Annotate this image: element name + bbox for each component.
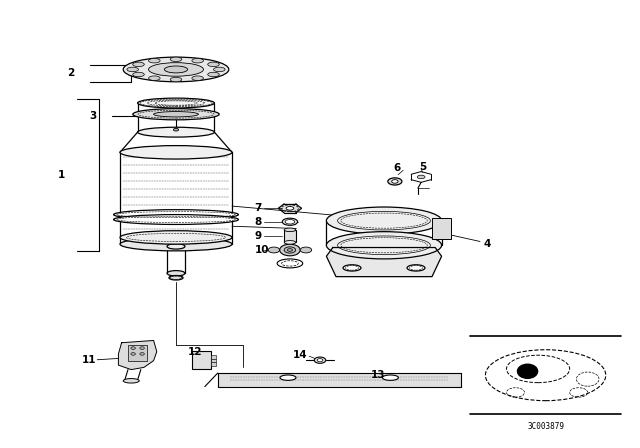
Bar — [432, 218, 451, 238]
Ellipse shape — [284, 241, 296, 244]
Text: 3C003879: 3C003879 — [527, 422, 564, 431]
Text: 7: 7 — [255, 203, 262, 213]
Bar — [128, 345, 147, 361]
Ellipse shape — [192, 58, 204, 63]
Ellipse shape — [123, 57, 229, 82]
Polygon shape — [326, 247, 442, 276]
Ellipse shape — [173, 128, 179, 131]
Ellipse shape — [133, 108, 219, 120]
Ellipse shape — [148, 58, 160, 63]
Ellipse shape — [167, 244, 185, 249]
Text: 4: 4 — [483, 239, 491, 249]
Ellipse shape — [140, 353, 145, 355]
Ellipse shape — [148, 76, 160, 81]
Bar — [211, 359, 216, 362]
Text: 14: 14 — [293, 350, 308, 360]
Ellipse shape — [169, 276, 183, 280]
Ellipse shape — [131, 347, 136, 349]
Ellipse shape — [284, 228, 296, 232]
Ellipse shape — [287, 249, 292, 251]
Ellipse shape — [114, 215, 238, 224]
Ellipse shape — [317, 358, 323, 362]
Ellipse shape — [138, 127, 214, 137]
Text: 5: 5 — [419, 162, 426, 172]
Text: 6: 6 — [394, 163, 401, 173]
Text: 2: 2 — [67, 69, 74, 78]
Ellipse shape — [170, 57, 182, 61]
Ellipse shape — [392, 180, 398, 183]
Bar — [192, 351, 211, 369]
Text: 10: 10 — [255, 245, 269, 255]
Ellipse shape — [120, 146, 232, 159]
Ellipse shape — [167, 271, 185, 276]
Ellipse shape — [282, 218, 298, 225]
Ellipse shape — [138, 98, 214, 108]
Ellipse shape — [132, 62, 144, 67]
Ellipse shape — [268, 247, 280, 253]
Polygon shape — [278, 204, 301, 213]
Bar — [284, 230, 296, 242]
Ellipse shape — [277, 259, 303, 268]
Text: 9: 9 — [255, 231, 262, 241]
Ellipse shape — [140, 347, 145, 349]
Ellipse shape — [170, 78, 182, 82]
Ellipse shape — [285, 220, 295, 224]
Polygon shape — [218, 373, 461, 387]
Ellipse shape — [417, 175, 425, 179]
Text: 8: 8 — [255, 217, 262, 227]
Circle shape — [518, 364, 538, 378]
Ellipse shape — [192, 76, 204, 81]
Text: 13: 13 — [371, 370, 386, 380]
Text: 3: 3 — [90, 112, 97, 121]
Ellipse shape — [214, 67, 225, 72]
Text: 11: 11 — [81, 355, 96, 365]
Ellipse shape — [208, 62, 220, 67]
Ellipse shape — [300, 247, 312, 253]
Ellipse shape — [286, 207, 294, 210]
Ellipse shape — [280, 375, 296, 380]
Ellipse shape — [123, 379, 140, 383]
Text: 12: 12 — [188, 347, 202, 357]
Ellipse shape — [383, 375, 398, 380]
Ellipse shape — [280, 244, 300, 256]
Ellipse shape — [284, 247, 296, 253]
Ellipse shape — [127, 67, 138, 72]
Ellipse shape — [120, 231, 232, 244]
Bar — [211, 355, 216, 359]
Ellipse shape — [154, 112, 198, 117]
Ellipse shape — [314, 357, 326, 363]
Ellipse shape — [326, 232, 442, 259]
Text: 1: 1 — [58, 170, 65, 180]
Ellipse shape — [164, 66, 188, 73]
Ellipse shape — [343, 265, 361, 271]
Bar — [211, 362, 216, 366]
Ellipse shape — [114, 210, 238, 220]
Ellipse shape — [407, 265, 425, 271]
Ellipse shape — [148, 63, 204, 76]
Ellipse shape — [120, 237, 232, 251]
Ellipse shape — [326, 207, 442, 234]
Ellipse shape — [208, 72, 220, 77]
Ellipse shape — [132, 72, 144, 77]
Ellipse shape — [131, 353, 136, 355]
Polygon shape — [118, 340, 157, 370]
Ellipse shape — [388, 178, 402, 185]
